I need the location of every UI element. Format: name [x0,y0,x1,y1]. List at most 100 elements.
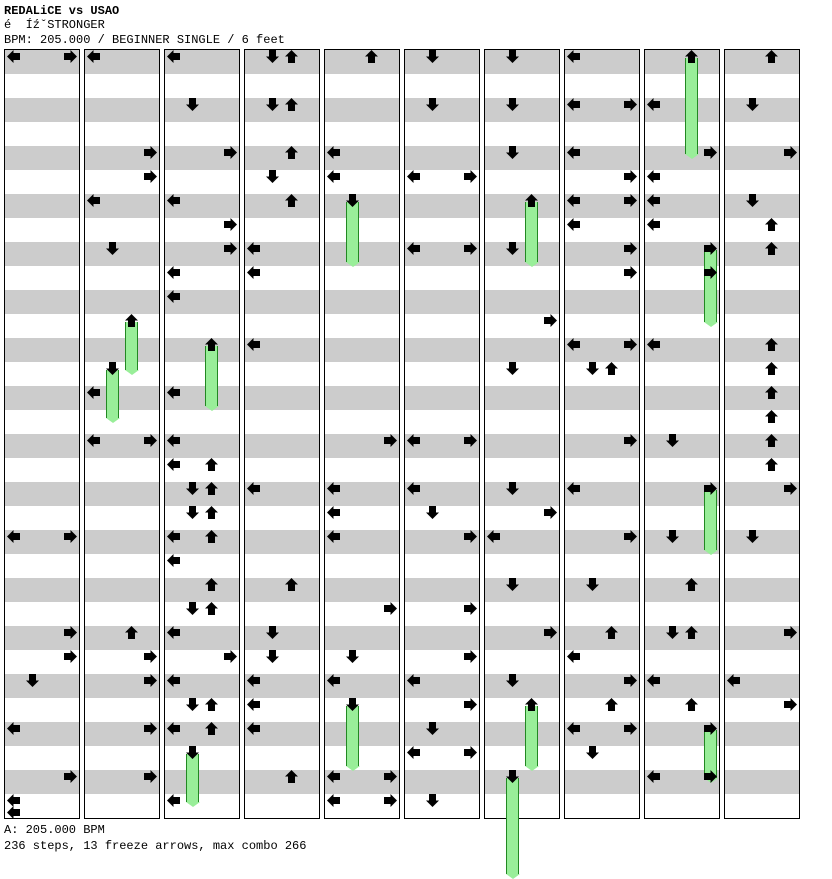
step-arrow-l [326,529,341,544]
chart-row [85,458,159,470]
chart-row [485,710,559,722]
step-arrow-r [143,433,158,448]
chart-column [484,49,560,819]
chart-row [485,686,559,698]
chart-row [485,362,559,374]
chart-row [725,50,799,62]
step-arrow-r [463,745,478,760]
chart-row [405,794,479,806]
chart-row [725,194,799,206]
step-arrow-l [566,49,581,64]
chart-row [85,530,159,542]
chart-row [725,806,799,818]
chart-row [325,398,399,410]
chart-row [485,50,559,62]
freeze-body [205,346,218,406]
chart-row [85,86,159,98]
step-arrow-r [223,217,238,232]
chart-row [405,722,479,734]
chart-row [165,458,239,470]
chart-row [645,242,719,254]
chart-row [485,194,559,206]
step-arrow-r [623,193,638,208]
step-arrow-u [204,337,219,352]
step-arrow-u [204,457,219,472]
chart-row [85,350,159,362]
step-arrow-d [185,505,200,520]
chart-row [245,386,319,398]
step-arrow-r [623,433,638,448]
chart-row [645,674,719,686]
chart-row [325,554,399,566]
step-arrow-r [463,169,478,184]
step-arrow-l [166,265,181,280]
chart-row [405,554,479,566]
chart-row [645,554,719,566]
chart-row [245,566,319,578]
step-arrow-u [284,769,299,784]
chart-row [245,806,319,818]
chart-row [5,74,79,86]
step-arrow-d [425,97,440,112]
step-arrow-u [204,721,219,736]
chart-row [245,194,319,206]
chart-row [645,146,719,158]
chart-row [485,206,559,218]
chart-row [565,674,639,686]
step-arrow-r [543,505,558,520]
chart-row [565,146,639,158]
step-arrow-d [665,529,680,544]
chart-row [645,386,719,398]
chart-row [565,782,639,794]
step-arrow-r [223,145,238,160]
header-title: é ÍźˇSTRONGER [4,18,828,32]
step-arrow-u [284,97,299,112]
chart-row [645,338,719,350]
chart-row [645,62,719,74]
header-artist: REDALiCE vs USAO [4,4,828,18]
chart-row [325,734,399,746]
chart-row [725,770,799,782]
step-arrow-u [284,193,299,208]
chart-row [565,290,639,302]
chart-row [245,182,319,194]
chart-row [325,206,399,218]
chart-row [5,770,79,782]
chart-row [85,386,159,398]
step-arrow-d [425,49,440,64]
chart-row [565,302,639,314]
chart-row [165,698,239,710]
chart-row [485,134,559,146]
chart-row [325,458,399,470]
step-arrow-u [604,625,619,640]
chart-row [725,182,799,194]
step-arrow-r [63,769,78,784]
step-arrow-r [383,433,398,448]
step-arrow-d [745,193,760,208]
chart-row [5,422,79,434]
chart-row [245,614,319,626]
step-arrow-r [703,145,718,160]
chart-row [725,590,799,602]
freeze-body [525,202,538,262]
step-arrow-l [406,169,421,184]
footer: A: 205.000 BPM 236 steps, 13 freeze arro… [4,823,828,854]
chart-row [565,386,639,398]
step-arrow-l [6,529,21,544]
chart-row [725,350,799,362]
step-arrow-l [166,721,181,736]
chart-row [245,98,319,110]
chart-row [325,638,399,650]
chart-row [165,758,239,770]
step-arrow-r [783,145,798,160]
chart-row [325,266,399,278]
freeze-body [525,706,538,766]
chart-row [5,278,79,290]
chart-row [565,194,639,206]
step-arrow-r [463,241,478,256]
chart-row [405,458,479,470]
chart-row [485,698,559,710]
freeze-body [346,202,359,262]
chart-row [165,578,239,590]
chart-row [165,314,239,326]
